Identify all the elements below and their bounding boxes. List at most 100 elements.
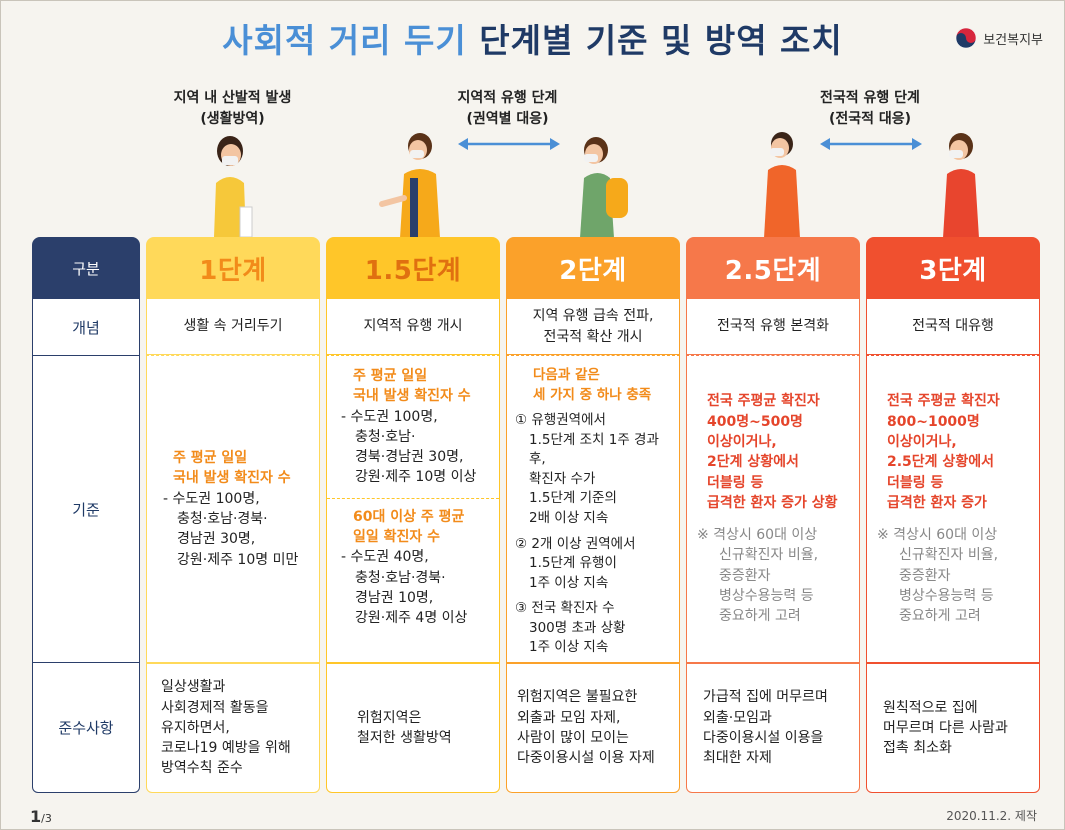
stage-2-5-criteria-line: 전국 주평균 확진자 — [707, 393, 820, 410]
stage-header-2: 2단계 — [506, 237, 680, 299]
stage-2-criteria-line: ③ 전국 확진자 수 — [515, 600, 615, 617]
divider — [327, 497, 499, 499]
row-label-concept: 개념 — [32, 299, 140, 356]
stage-2-criteria-line: 2배 이상 지속 — [529, 509, 609, 526]
stage-header-2-5: 2.5단계 — [686, 237, 860, 299]
double-arrow-icon — [458, 138, 560, 150]
stage-1-5-compliance: 위험지역은 철저한 생활방역 — [326, 663, 500, 793]
stage-3-criteria: 전국 주평균 확진자 800~1000명 이상이거나, 2.5단계 상황에서 더… — [866, 355, 1040, 663]
stage-1-compliance-line: 일상생활과 — [161, 679, 226, 696]
stage-2-compliance-line: 위험지역은 불필요한 — [517, 689, 638, 706]
stage-2-criteria-line: ① 유행권역에서 — [515, 412, 606, 429]
stage-1-criteria-line: 경남권 30명, — [177, 531, 256, 548]
stage-1-compliance-line: 유지하면서, — [161, 719, 230, 736]
stage-2-criteria-line: 1.5단계 조치 1주 경과 후, — [529, 431, 659, 468]
stage-1-5-concept: 지역적 유행 개시 — [326, 299, 500, 355]
row-label-criteria: 기준 — [32, 356, 140, 663]
stage-2-criteria-line: ② 2개 이상 권역에서 — [515, 535, 636, 552]
person-walking-illustration — [943, 133, 979, 238]
stage-name-2-5: 2.5단계 — [724, 255, 822, 286]
stage-name-1: 1단계 — [199, 255, 267, 286]
stage-3-criteria-line: 전국 주평균 확진자 — [887, 393, 1000, 410]
stage-2-5-criteria-line: 400명~500명 — [707, 413, 803, 430]
title-highlight: 사회적 거리 두기 — [222, 21, 467, 60]
phase-label-3-line2: (전국적 대응) — [828, 111, 912, 127]
stage-3-criteria-note: 병상수용능력 등 — [899, 588, 994, 605]
stage-2-5-criteria-note: ※ 격상시 60대 이상 — [697, 527, 818, 544]
taegeuk-icon — [955, 27, 977, 49]
stage-1-5-compliance-line: 철저한 생활방역 — [357, 730, 452, 746]
phase-label-2-line1: 지역적 유행 단계 — [457, 90, 558, 106]
stage-2-5-criteria-line: 더블링 등 — [707, 474, 764, 491]
creation-date: 2020.11.2. 제작 — [946, 809, 1037, 823]
row-label-criteria-text: 기준 — [72, 500, 100, 519]
phase-label-3: 전국적 유행 단계 (전국적 대응) — [780, 88, 960, 130]
phase-label-1-line2: (생활방역) — [200, 111, 265, 127]
stage-1-5-criteria-heading: 주 평균 일일 — [353, 368, 428, 384]
page-title: 사회적 거리 두기 단계별 기준 및 방역 조치 — [0, 14, 1065, 62]
stage-1-5-criteria-line: 강원·제주 4명 이상 — [355, 610, 468, 627]
stage-1-criteria-line: - 수도권 100명, — [163, 490, 260, 507]
stage-1-5-criteria-line: 충청·호남·경북· — [355, 569, 446, 586]
header-label: 구분 — [72, 259, 100, 278]
stage-2-5-compliance-line: 외출·모임과 — [703, 709, 772, 726]
stage-1-5-criteria-heading: 60대 이상 주 평균 — [353, 508, 465, 525]
person-walking-illustration — [214, 136, 253, 237]
stage-3-compliance: 원칙적으로 집에 머무르며 다른 사람과 접촉 최소화 — [866, 663, 1040, 793]
ministry-logo: 보건복지부 — [955, 27, 1043, 49]
stage-2-5-concept: 전국적 유행 본격화 — [686, 299, 860, 355]
stage-2-5-compliance: 가급적 집에 머무르며 외출·모임과 다중이용시설 이용을 최대한 자제 — [686, 663, 860, 793]
stage-3-criteria-line: 더블링 등 — [887, 474, 944, 491]
stage-1-criteria-line: 충청·호남·경북· — [177, 511, 268, 527]
stage-1-5-criteria-line: - 수도권 40명, — [341, 549, 429, 566]
person-backpack-illustration — [580, 137, 628, 238]
stage-2-5-compliance-line: 가급적 집에 머무르며 — [703, 689, 828, 706]
page-total: /3 — [41, 812, 52, 825]
stage-3-criteria-line: 이상이거나, — [887, 433, 957, 450]
phase-label-3-line1: 전국적 유행 단계 — [820, 90, 920, 106]
stage-1-5-concept-text: 지역적 유행 개시 — [363, 318, 463, 334]
stage-2-criteria-line: 1.5단계 기준의 — [529, 490, 617, 507]
stage-2-5-compliance-line: 최대한 자제 — [703, 750, 772, 767]
stage-1-compliance: 일상생활과 사회경제적 활동을 유지하면서, 코로나19 예방을 위해 방역수칙… — [146, 663, 320, 793]
stage-1-concept-text: 생활 속 거리두기 — [183, 318, 283, 334]
row-label-compliance-text: 준수사항 — [58, 719, 114, 737]
stage-2-5-compliance-line: 다중이용시설 이용을 — [703, 730, 824, 746]
person-walking-illustration — [764, 132, 800, 238]
stage-1-criteria-heading: 국내 발생 확진자 수 — [173, 470, 291, 487]
stage-3-concept-text: 전국적 대유행 — [912, 318, 994, 334]
stage-2-concept-line: 전국적 확산 개시 — [543, 328, 643, 345]
stage-1-5-criteria-heading: 일일 확진자 수 — [353, 529, 441, 546]
stage-1-compliance-line: 코로나19 예방을 위해 — [161, 740, 291, 757]
ministry-name: 보건복지부 — [983, 32, 1043, 48]
stage-1-compliance-line: 방역수칙 준수 — [161, 760, 243, 777]
stage-1-compliance-line: 사회경제적 활동을 — [161, 699, 269, 716]
stage-header-1-5: 1.5단계 — [326, 237, 500, 299]
page-indicator: 1/3 — [30, 807, 52, 826]
stage-2-5-criteria-line: 2단계 상황에서 — [707, 454, 799, 471]
stage-3-compliance-line: 원칙적으로 집에 — [883, 699, 978, 716]
stage-2-5-criteria-note: 중요하게 고려 — [719, 608, 801, 625]
stage-3-criteria-note: 중요하게 고려 — [899, 608, 981, 625]
stage-2-criteria: 다음과 같은 세 가지 중 하나 충족 ① 유행권역에서 1.5단계 조치 1주… — [506, 355, 680, 663]
stage-3-criteria-note: ※ 격상시 60대 이상 — [877, 527, 998, 544]
stage-3-criteria-line: 2.5단계 상황에서 — [887, 454, 994, 471]
stage-name-2: 2단계 — [559, 255, 627, 286]
stage-2-concept: 지역 유행 급속 전파, 전국적 확산 개시 — [506, 299, 680, 355]
stage-1-5-criteria-line: 경남권 10명, — [355, 589, 434, 606]
stage-2-concept-line: 지역 유행 급속 전파, — [532, 308, 654, 325]
stage-1-5-criteria-line: 강원·제주 10명 이상 — [355, 469, 477, 486]
stage-1-criteria-heading: 주 평균 일일 — [173, 450, 248, 467]
stage-3-criteria-line: 급격한 환자 증가 — [887, 494, 987, 511]
stage-header-1: 1단계 — [146, 237, 320, 299]
stage-2-compliance: 위험지역은 불필요한 외출과 모임 자제, 사람이 많이 모이는 다중이용시설 … — [506, 663, 680, 793]
stage-3-compliance-line: 머무르며 다른 사람과 — [883, 719, 1008, 736]
stage-2-criteria-line: 1주 이상 지속 — [529, 639, 609, 656]
stage-header-3: 3단계 — [866, 237, 1040, 299]
header-label-cell: 구분 — [32, 237, 140, 299]
stage-name-3: 3단계 — [919, 255, 987, 286]
stage-2-criteria-line: 확진자 수가 — [529, 470, 596, 487]
stage-1-5-criteria-line: 경북·경남권 30명, — [355, 449, 464, 466]
stage-2-5-criteria-note: 신규확진자 비율, — [719, 547, 819, 564]
stage-3-concept: 전국적 대유행 — [866, 299, 1040, 355]
